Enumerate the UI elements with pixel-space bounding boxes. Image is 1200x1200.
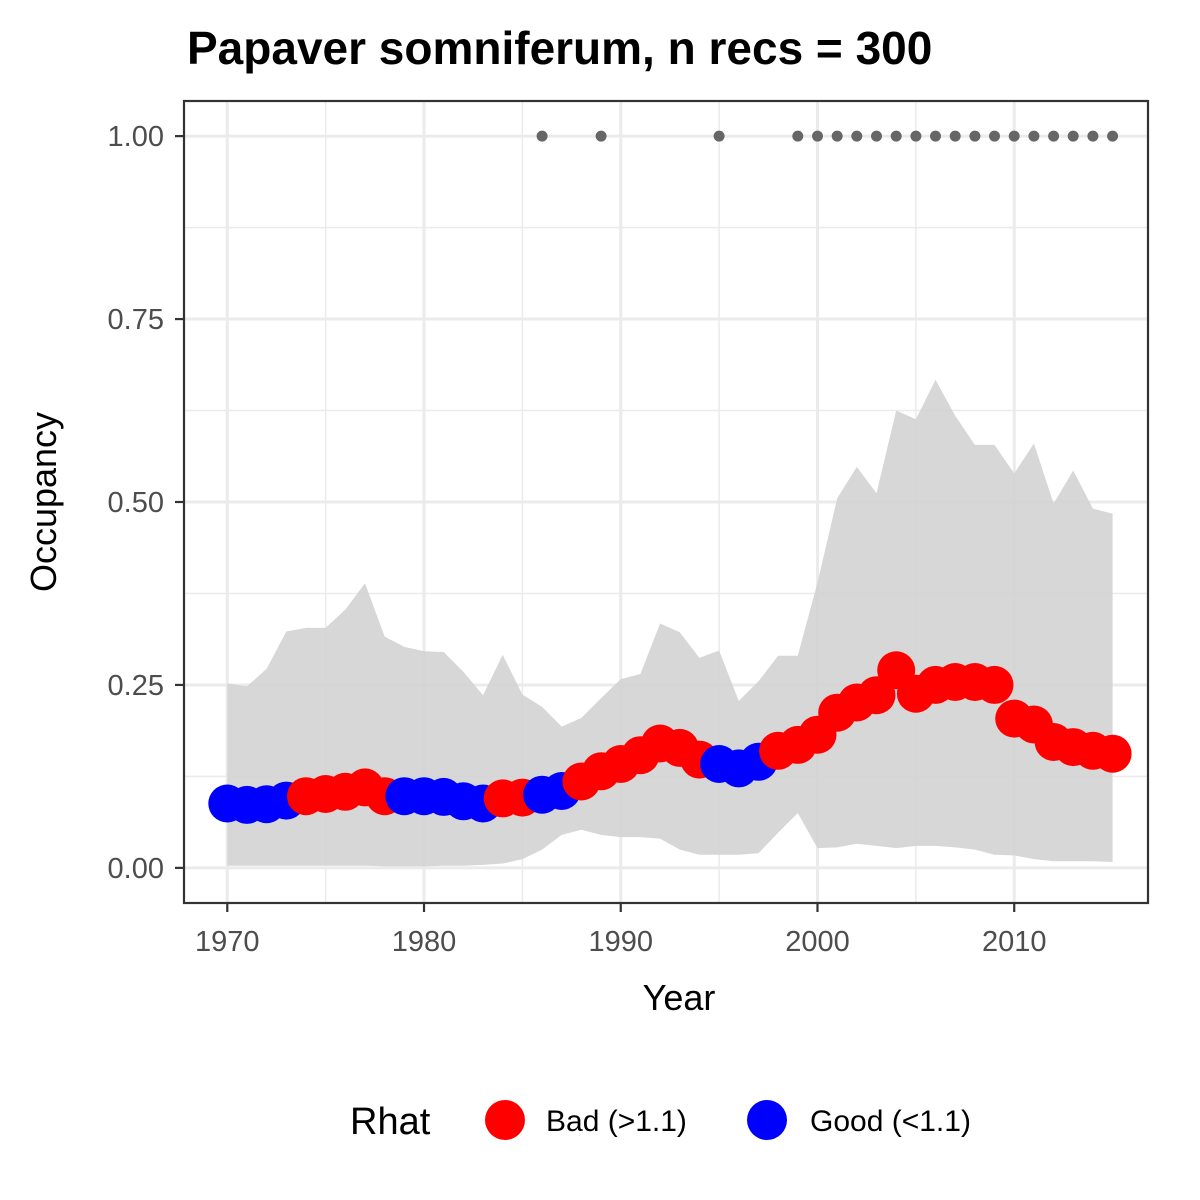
- confidence-ribbon-layer: [227, 379, 1113, 867]
- detection-point: [851, 130, 863, 142]
- x-axis-title: Year: [643, 977, 716, 1018]
- legend: Rhat Bad (>1.1) Good (<1.1): [350, 1100, 971, 1143]
- detection-point: [871, 130, 882, 142]
- x-axis: 1970 1980 1990 2000 2010: [195, 903, 1046, 958]
- detection-point: [792, 130, 804, 142]
- detection-point: [1107, 130, 1119, 142]
- detection-point: [831, 130, 843, 142]
- x-tick-label: 2000: [785, 926, 850, 958]
- y-tick-label: 1.00: [108, 121, 164, 153]
- x-tick-label: 1990: [588, 926, 653, 958]
- occupancy-point: [1093, 734, 1132, 773]
- detection-point: [910, 130, 922, 142]
- y-tick-label: 0.50: [108, 487, 164, 519]
- y-axis: 0.00 0.25 0.50 0.75 1.00: [108, 121, 184, 885]
- detection-point: [1067, 130, 1079, 142]
- occupancy-points-layer: [208, 651, 1132, 824]
- legend-title: Rhat: [350, 1101, 431, 1143]
- legend-label-good: Good (<1.1): [810, 1105, 971, 1138]
- y-tick-label: 0.25: [108, 670, 164, 702]
- chart-title: Papaver somniferum, n recs = 300: [187, 22, 932, 74]
- legend-key-bad: [485, 1100, 525, 1140]
- detection-point: [1028, 130, 1040, 142]
- confidence-ribbon: [227, 379, 1113, 867]
- detection-point: [1048, 130, 1060, 142]
- occupancy-point: [975, 665, 1014, 704]
- detection-point: [1008, 130, 1020, 142]
- x-tick-label: 1970: [195, 926, 260, 958]
- y-tick-label: 0.00: [108, 853, 164, 885]
- detection-point: [595, 130, 607, 142]
- detection-point: [536, 130, 548, 142]
- legend-key-good: [747, 1100, 787, 1140]
- detection-point: [989, 130, 1000, 142]
- detection-point: [713, 130, 725, 142]
- y-axis-title: Occupancy: [23, 412, 64, 592]
- y-tick-label: 0.75: [108, 304, 164, 336]
- x-tick-label: 1980: [392, 926, 457, 958]
- detection-point: [812, 130, 823, 142]
- detection-points-layer: [536, 130, 1119, 142]
- legend-label-bad: Bad (>1.1): [546, 1105, 687, 1138]
- detection-point: [969, 130, 981, 142]
- detection-point: [890, 130, 902, 142]
- detection-point: [1087, 130, 1099, 142]
- x-tick-label: 2010: [982, 926, 1047, 958]
- detection-point: [930, 130, 941, 142]
- detection-point: [949, 130, 961, 142]
